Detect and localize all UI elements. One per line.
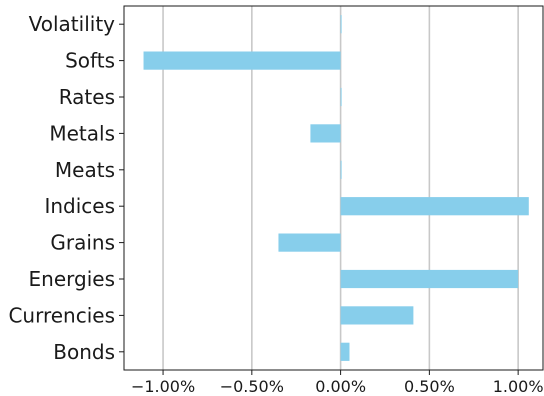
category-label: Rates	[59, 85, 115, 109]
y-axis: Volatility Softs Rates Metals Meats Indices Gr…	[8, 12, 124, 364]
bar-rates	[340, 87, 342, 107]
x-tick-label: 1.00%	[493, 377, 544, 396]
x-tick-label: 0.50%	[404, 377, 455, 396]
category-label: Grains	[50, 231, 115, 255]
bar-energies	[340, 269, 519, 289]
category-label: Metals	[49, 121, 115, 145]
x-tick-label: −1.00%	[131, 377, 195, 396]
bar-metals	[310, 124, 341, 143]
bar-grains	[278, 233, 341, 252]
bar-meats	[340, 160, 342, 179]
bar-indices	[340, 197, 529, 216]
category-label: Softs	[65, 49, 115, 73]
category-label: Indices	[44, 194, 115, 218]
x-axis: −1.00% −0.50% 0.00% 0.50% 1.00%	[131, 370, 544, 396]
bar-currencies	[340, 306, 414, 325]
category-label: Bonds	[53, 340, 115, 364]
bar-volatility	[340, 15, 342, 34]
category-label: Energies	[29, 267, 115, 291]
x-tick-label: 0.00%	[315, 377, 366, 396]
x-tick-label: −0.50%	[220, 377, 284, 396]
plot-frame	[123, 5, 544, 371]
bar-bonds	[340, 342, 350, 361]
category-label: Meats	[55, 158, 115, 182]
bars	[143, 15, 529, 361]
bar-softs	[143, 51, 341, 70]
category-label: Currencies	[8, 303, 115, 327]
category-label: Volatility	[29, 12, 116, 36]
